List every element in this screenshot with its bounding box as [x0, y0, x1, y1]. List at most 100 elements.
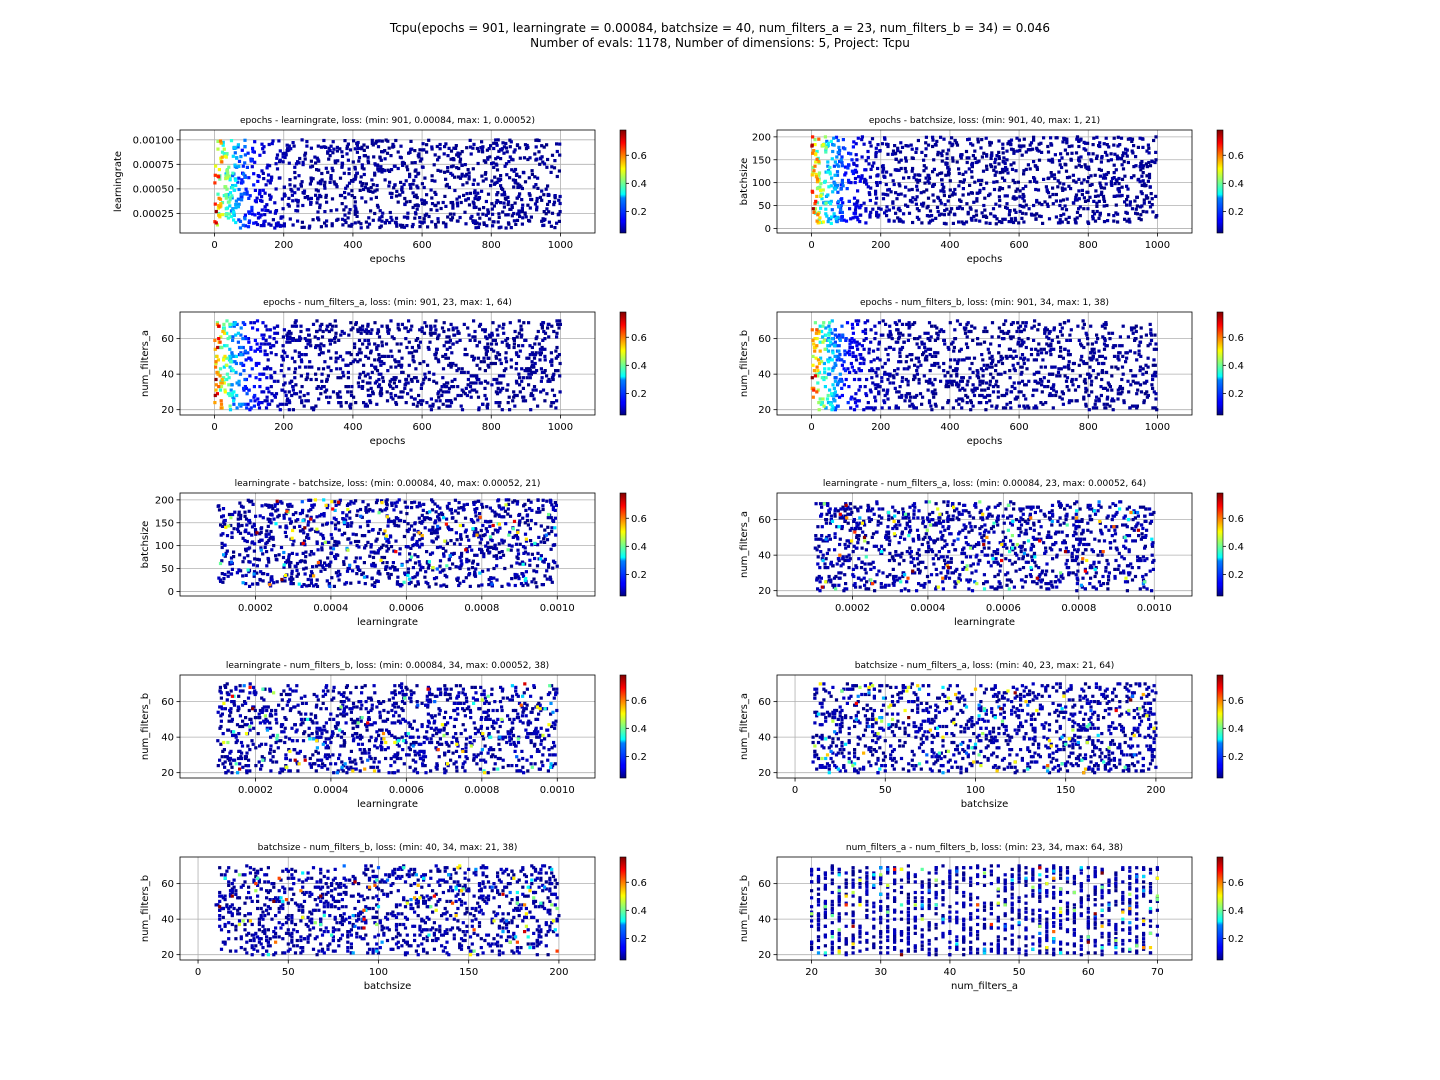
scatter-point: [241, 321, 245, 325]
scatter-point: [1103, 386, 1108, 390]
scatter-point: [810, 189, 814, 193]
scatter-point: [1082, 207, 1086, 211]
scatter-point: [951, 221, 955, 225]
scatter-point: [473, 329, 477, 334]
scatter-point: [247, 340, 251, 344]
scatter-point: [866, 185, 870, 189]
scatter-point: [451, 206, 455, 210]
scatter-point: [1056, 179, 1060, 183]
scatter-point: [925, 214, 929, 218]
scatter-point: [866, 149, 870, 154]
scatter-point: [428, 404, 432, 408]
scatter-point: [966, 321, 970, 325]
scatter-point: [504, 351, 508, 355]
scatter-point: [255, 196, 259, 200]
scatter-point: [456, 385, 460, 389]
scatter-point: [1084, 404, 1088, 408]
scatter-point: [1013, 369, 1017, 373]
scatter-point: [1126, 194, 1130, 198]
scatter-point: [1035, 146, 1039, 150]
scatter-point: [817, 361, 822, 366]
scatter-point: [338, 395, 343, 399]
scatter-point: [369, 197, 373, 201]
scatter-point: [1116, 367, 1120, 371]
scatter-point: [218, 374, 222, 378]
scatter-point: [447, 185, 451, 189]
scatter-point: [1072, 179, 1076, 183]
scatter-point: [821, 397, 825, 401]
scatter-point: [505, 388, 509, 392]
scatter-point: [543, 337, 547, 341]
scatter-point: [518, 376, 522, 380]
scatter-point: [445, 335, 449, 339]
scatter-point: [332, 180, 336, 184]
scatter-point: [306, 195, 310, 199]
scatter-point: [1007, 185, 1011, 189]
scatter-point: [982, 203, 986, 208]
scatter-point: [873, 406, 877, 410]
scatter-point: [1017, 138, 1021, 142]
scatter-point: [305, 144, 309, 148]
scatter-point: [1083, 199, 1088, 203]
scatter-point: [458, 160, 462, 164]
scatter-point: [1134, 381, 1138, 385]
scatter-point: [299, 182, 303, 186]
scatter-point: [863, 331, 868, 335]
scatter-point: [369, 386, 373, 390]
scatter-point: [364, 402, 368, 406]
scatter-point: [973, 326, 977, 330]
scatter-point: [291, 141, 295, 145]
scatter-point: [232, 397, 236, 401]
scatter-point: [853, 397, 857, 401]
scatter-point: [1008, 335, 1012, 339]
scatter-point: [1130, 207, 1135, 211]
scatter-point: [237, 345, 242, 350]
scatter-point: [287, 329, 291, 334]
scatter-point: [1102, 347, 1107, 351]
scatter-point: [412, 360, 416, 364]
scatter-point: [553, 226, 557, 230]
scatter-point: [437, 155, 441, 159]
scatter-point: [555, 221, 559, 225]
scatter-point: [1087, 221, 1091, 225]
scatter-point: [534, 388, 538, 392]
scatter-point: [1043, 365, 1047, 369]
scatter-point: [889, 173, 893, 177]
scatter-point: [219, 202, 223, 206]
scatter-point: [306, 372, 310, 376]
scatter-point: [264, 338, 268, 342]
scatter-point: [230, 393, 234, 398]
scatter-point: [445, 182, 449, 187]
scatter-point: [495, 193, 499, 197]
scatter-point: [840, 386, 844, 390]
scatter-point: [231, 369, 235, 373]
scatter-point: [840, 155, 844, 159]
scatter-point: [528, 369, 532, 373]
scatter-point: [282, 222, 286, 226]
scatter-point: [924, 349, 928, 353]
scatter-point: [550, 358, 554, 362]
scatter-point: [1101, 386, 1106, 390]
scatter-point: [915, 369, 919, 373]
scatter-point: [1058, 203, 1062, 208]
scatter-point: [363, 374, 367, 378]
scatter-point: [881, 197, 886, 201]
scatter-point: [810, 144, 814, 148]
scatter-point: [455, 197, 459, 201]
scatter-point: [390, 354, 394, 358]
scatter-point: [394, 401, 398, 405]
scatter-point: [372, 155, 376, 159]
scatter-point: [491, 161, 495, 165]
scatter-point: [554, 369, 558, 373]
scatter-point: [294, 338, 298, 342]
scatter-point: [262, 150, 266, 154]
scatter-point: [1012, 161, 1016, 165]
scatter-point: [530, 345, 534, 350]
scatter-point: [246, 402, 250, 406]
scatter-point: [815, 337, 819, 341]
scatter-point: [864, 179, 868, 183]
scatter-point: [814, 152, 818, 156]
scatter-point: [874, 146, 878, 150]
scatter-point: [1151, 386, 1155, 390]
scatter-point: [1000, 187, 1005, 191]
